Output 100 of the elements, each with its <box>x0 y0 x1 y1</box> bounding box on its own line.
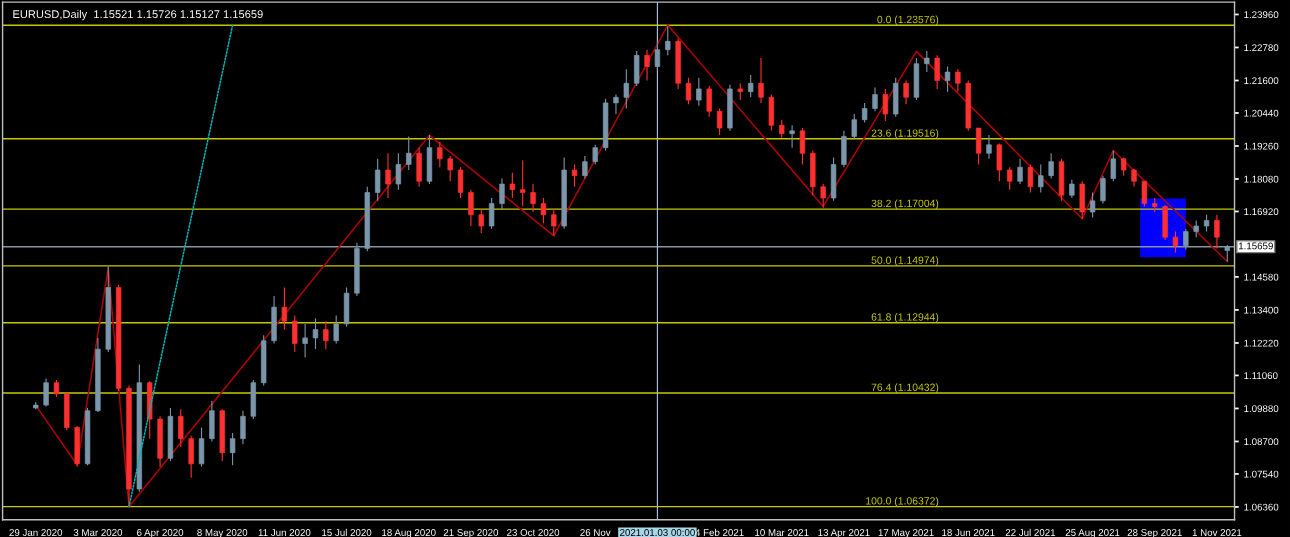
candlestick <box>582 155 588 179</box>
x-tick-label: 22 Jul 2021 <box>1005 528 1056 536</box>
candlestick <box>924 50 930 73</box>
candlestick <box>851 113 857 140</box>
x-tick-label: 8 May 2020 <box>197 529 248 537</box>
x-tick-label: 25 Aug 2021 <box>1065 529 1120 537</box>
text: EURUSD,Daily 1.15521 1.15726 1.15127 1.15659 <box>13 9 263 21</box>
x-tick-label: 17 May 2021 <box>878 529 934 537</box>
annotation: 0.0 (1.23576) <box>877 15 939 26</box>
candlestick <box>1172 231 1179 254</box>
candlestick <box>395 152 402 191</box>
candlestick <box>1110 149 1116 182</box>
x-tick-label: 3 Mar 2020 <box>73 529 123 536</box>
y-tick-label: 1.14580 <box>1244 273 1279 281</box>
candlestick <box>1007 166 1013 191</box>
candlestick <box>530 183 536 213</box>
candlestick <box>540 197 547 224</box>
y-tick-label: 1.22780 <box>1244 44 1279 52</box>
candlestick <box>696 77 702 107</box>
candlestick <box>1214 214 1220 249</box>
x-tick-label: 1 Nov 2021 <box>1192 529 1242 536</box>
candlestick <box>551 208 557 237</box>
candlestick <box>1069 179 1075 199</box>
candlestick <box>872 86 878 112</box>
x-tick-label: 26 Nov <box>580 529 611 536</box>
y-tick-label: 1.13400 <box>1244 306 1279 314</box>
candlestick <box>685 77 692 105</box>
candlestick <box>499 177 505 210</box>
candlestick <box>903 79 909 105</box>
candlestick <box>1120 156 1127 177</box>
candlestick <box>312 317 319 350</box>
candlestick <box>447 155 453 182</box>
candlestick <box>799 127 806 165</box>
annotation: 100.0 (1.06372) <box>866 496 939 507</box>
candlestick <box>1038 163 1044 193</box>
candlestick <box>385 152 391 199</box>
candlestick <box>509 172 516 199</box>
candlestick <box>478 208 484 234</box>
candlestick <box>779 119 785 139</box>
x-tick-label: 21 Sep 2020 <box>443 529 499 537</box>
candlestick <box>644 49 650 82</box>
x-tick-label: 23 Oct 2020 <box>507 529 560 536</box>
candlestick <box>178 408 184 448</box>
candlestick <box>520 159 526 207</box>
candlestick <box>437 141 443 168</box>
annotation: 61.8 (1.12944) <box>871 313 939 323</box>
candlestick <box>706 85 712 118</box>
candlestick <box>944 65 951 93</box>
x-tick-label: 18 Jun 2021 <box>942 529 995 536</box>
x-tick-label: 28 Sep 2021 <box>1127 529 1182 537</box>
ref-line-label: 1.15659 <box>1238 242 1273 250</box>
x-tick-label: 4 Feb 2021 <box>695 528 744 536</box>
candlestick <box>571 163 578 188</box>
candlestick <box>882 88 889 122</box>
candlestick <box>457 166 464 199</box>
y-tick-label: 1.11060 <box>1244 372 1278 380</box>
y-tick-label: 1.18080 <box>1244 175 1279 183</box>
candlestick <box>747 74 754 98</box>
annotation: 38.2 (1.17004) <box>871 199 939 210</box>
candlestick <box>240 410 246 445</box>
y-tick-label: 1.08700 <box>1244 438 1279 446</box>
candlestick <box>1100 175 1106 205</box>
y-tick-label: 1.20440 <box>1244 109 1279 117</box>
candlestick <box>1048 152 1054 179</box>
candlestick <box>1183 228 1189 251</box>
x-tick-label: 11 Jun 2020 <box>258 529 311 536</box>
candlestick <box>406 135 412 171</box>
x-tick-label: 2021.01.03 00:00 <box>620 529 695 536</box>
candlestick <box>1027 163 1034 193</box>
candlestick <box>623 68 630 110</box>
y-tick-label: 1.12220 <box>1244 339 1279 347</box>
candlestick <box>820 183 826 209</box>
candlestick <box>758 57 764 104</box>
candlestick <box>986 134 992 160</box>
x-tick-label: 10 Mar 2021 <box>755 529 809 536</box>
candlestick <box>374 158 381 202</box>
y-tick-label: 1.23960 <box>1244 11 1279 19</box>
x-tick-label: 15 Jul 2020 <box>322 528 372 536</box>
x-tick-label: 6 Apr 2020 <box>137 529 184 537</box>
candlestick <box>716 107 723 136</box>
candlestick <box>302 323 308 359</box>
candlestick <box>1089 191 1096 219</box>
y-tick-label: 1.07540 <box>1244 470 1279 478</box>
candlestick <box>789 124 795 149</box>
annotation: 76.4 (1.10432) <box>871 383 939 393</box>
candlestick <box>292 314 298 353</box>
y-tick-label: 1.09880 <box>1244 405 1279 413</box>
candlestick <box>654 40 661 70</box>
candlestick <box>592 144 598 165</box>
x-tick-label: 13 Apr 2021 <box>818 529 870 537</box>
candlestick <box>613 93 619 115</box>
y-tick-label: 1.21600 <box>1244 77 1279 85</box>
candlestick <box>955 68 961 93</box>
candlestick <box>229 432 236 466</box>
candlestick <box>333 314 339 345</box>
candlestick <box>488 197 495 230</box>
candlestick <box>43 377 49 408</box>
candlestick <box>281 287 288 331</box>
x-tick-label: 18 Aug 2020 <box>382 529 436 537</box>
candlestick <box>323 320 329 350</box>
